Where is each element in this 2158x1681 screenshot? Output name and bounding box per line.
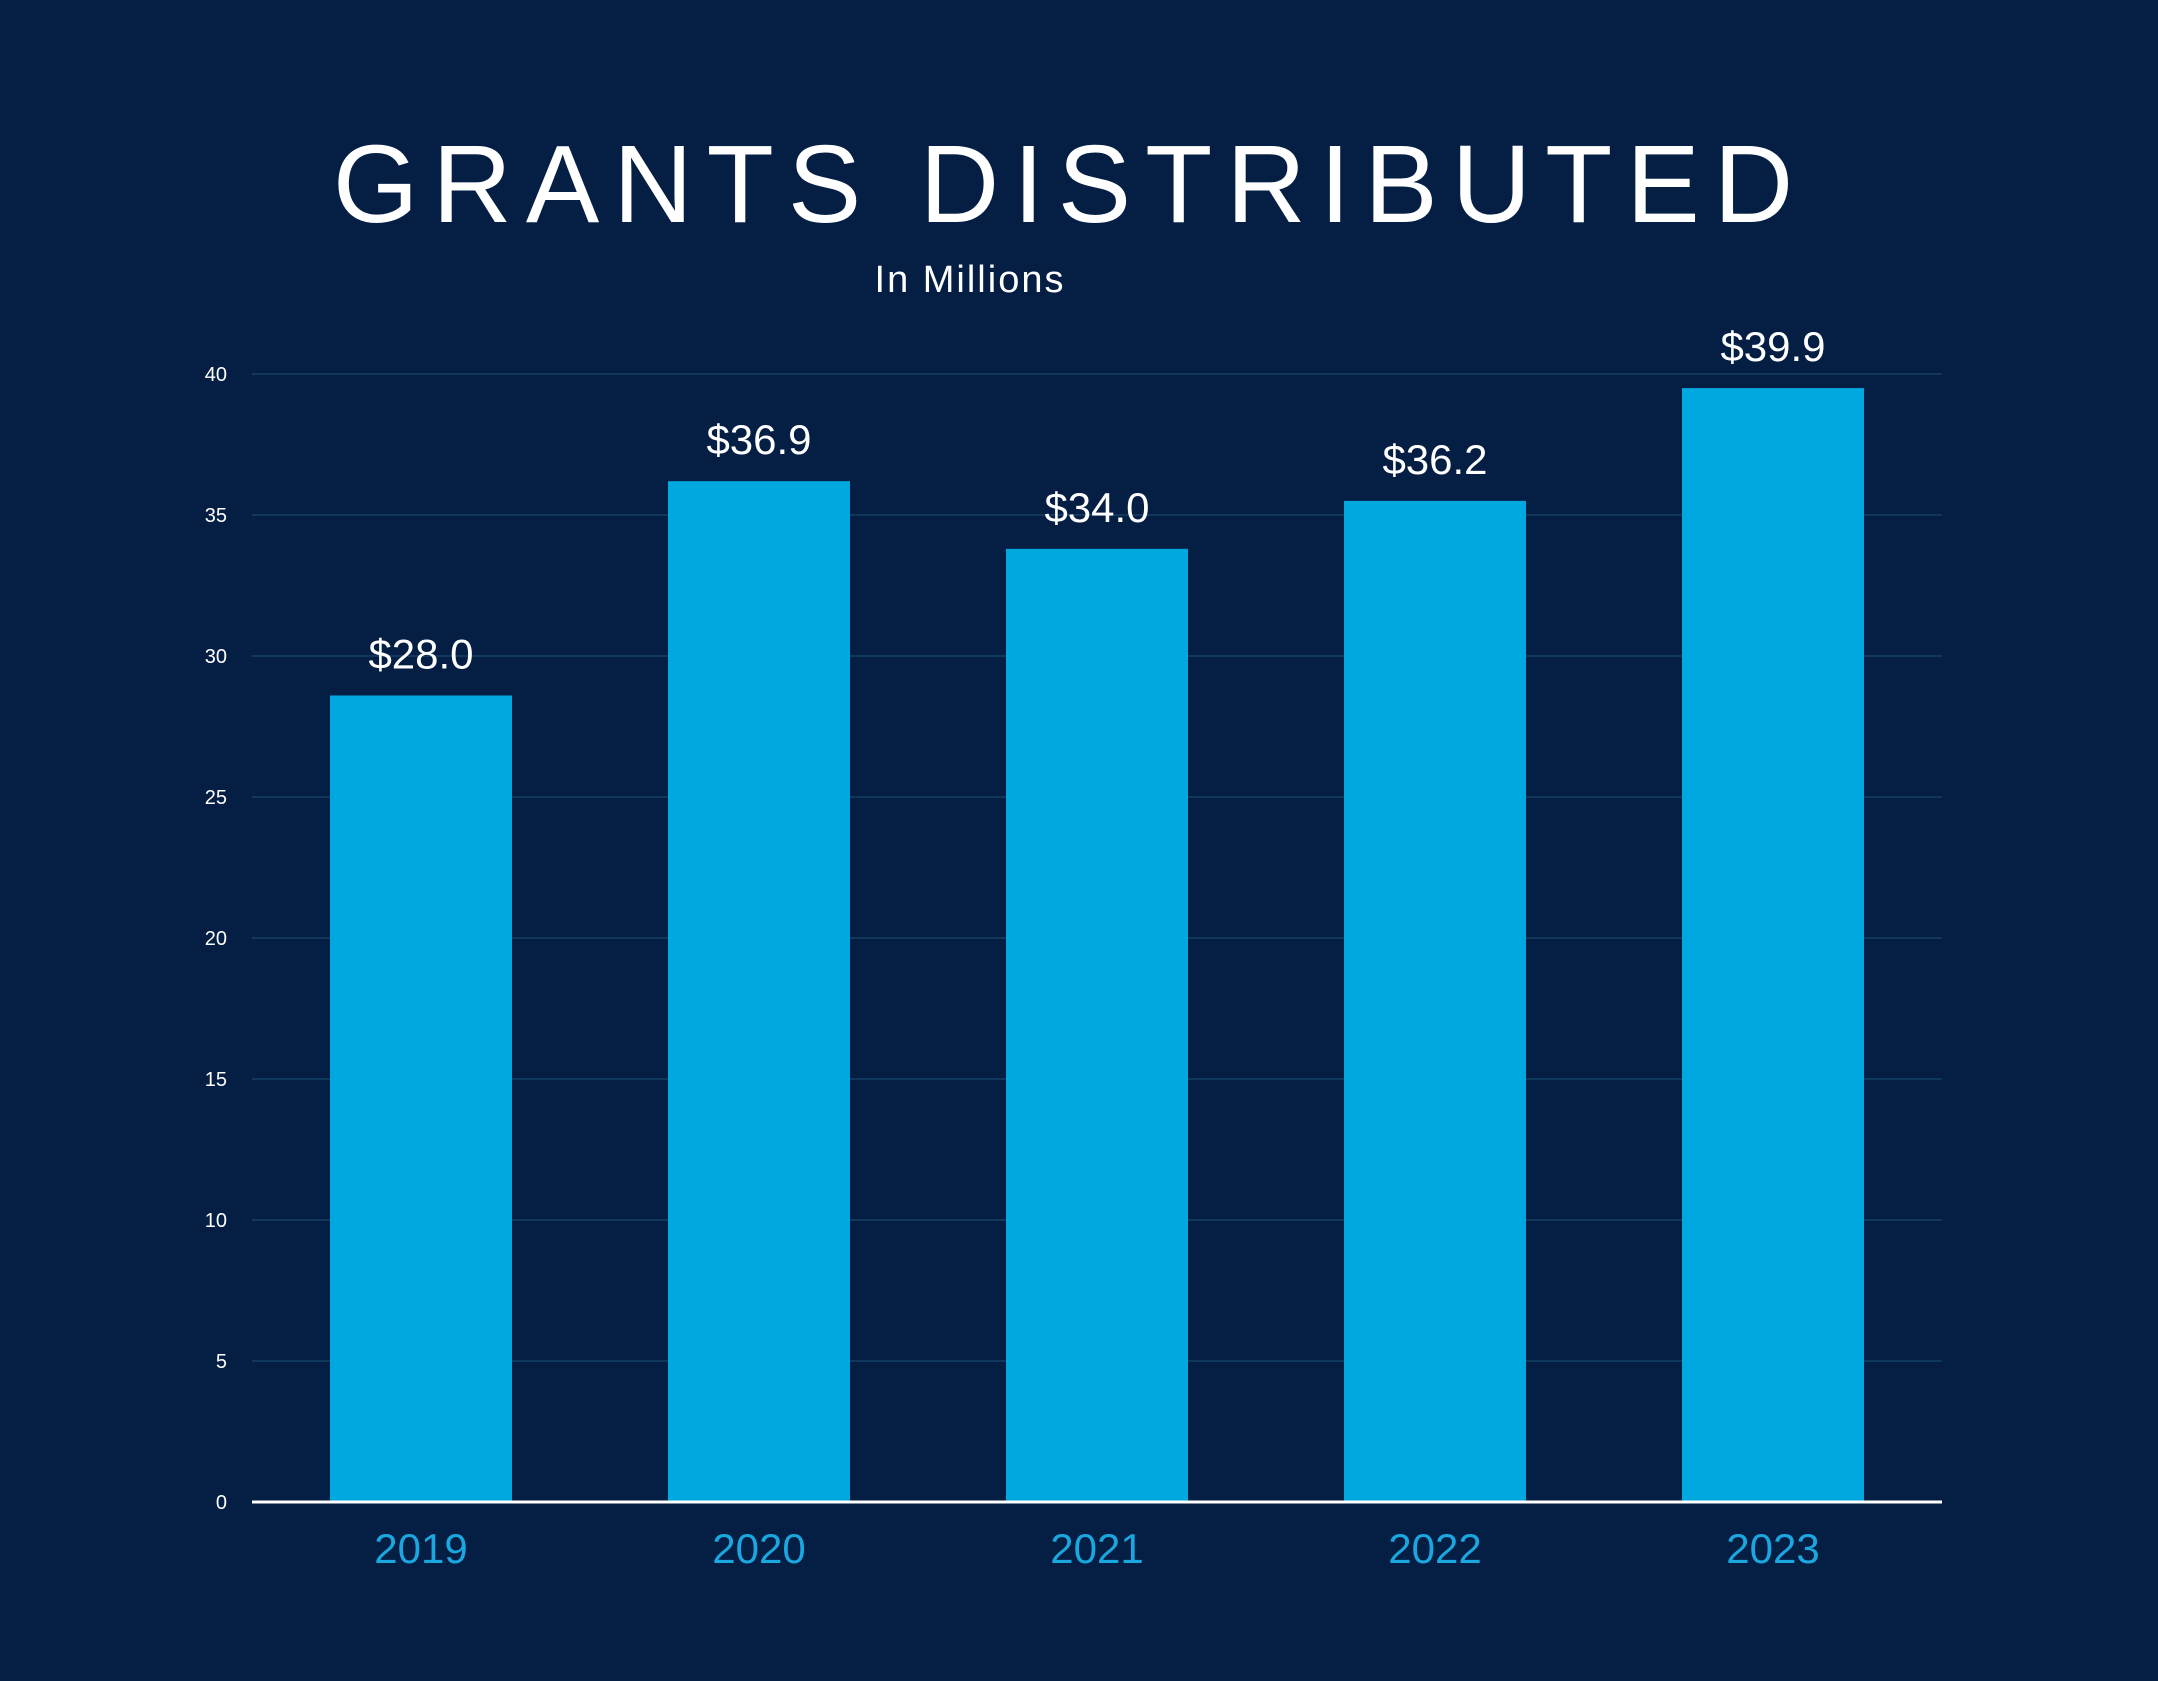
y-tick-label: 20 <box>205 928 227 950</box>
y-tick-label: 0 <box>216 1492 227 1514</box>
x-tick-label-2020: 2020 <box>712 1525 805 1572</box>
y-tick-label: 35 <box>205 505 227 527</box>
chart-subtitle: In Millions <box>875 259 1066 301</box>
x-tick-label-2023: 2023 <box>1726 1525 1819 1572</box>
data-label-2023: $39.9 <box>1720 323 1825 370</box>
bar-2020 <box>668 481 850 1502</box>
y-tick-label: 10 <box>205 1210 227 1232</box>
y-tick-label: 25 <box>205 787 227 809</box>
bar-2019 <box>330 695 512 1502</box>
data-labels: $28.0 $36.9 $34.0 $36.2 $39.9 <box>368 323 1825 677</box>
bar-2023 <box>1682 388 1864 1503</box>
chart-title: GRANTS DISTRIBUTED <box>333 123 1807 246</box>
y-tick-label: 15 <box>205 1069 227 1091</box>
y-tick-label: 40 <box>205 364 227 386</box>
y-axis-ticks: 0 5 10 15 20 25 30 35 40 <box>205 364 227 1514</box>
bar-2022 <box>1344 500 1526 1502</box>
data-label-2022: $36.2 <box>1382 436 1487 483</box>
x-tick-label-2019: 2019 <box>374 1525 467 1572</box>
y-tick-label: 30 <box>205 646 227 668</box>
data-label-2021: $34.0 <box>1044 484 1149 531</box>
bar-2021 <box>1006 548 1188 1502</box>
data-label-2020: $36.9 <box>706 416 811 463</box>
x-tick-label-2022: 2022 <box>1388 1525 1481 1572</box>
bars <box>330 388 1864 1503</box>
data-label-2019: $28.0 <box>368 630 473 677</box>
x-tick-label-2021: 2021 <box>1050 1525 1143 1572</box>
y-tick-label: 5 <box>216 1351 227 1373</box>
x-axis-ticks: 2019 2020 2021 2022 2023 <box>374 1525 1819 1572</box>
